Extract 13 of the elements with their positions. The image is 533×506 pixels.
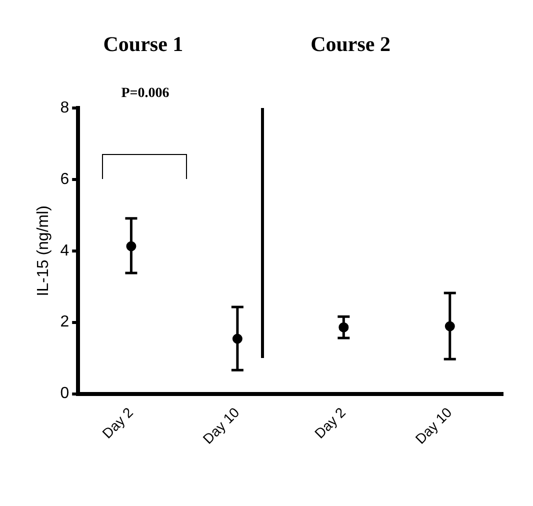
text: Course 1 — [103, 32, 184, 57]
x-tick-label: Day 10 — [412, 404, 455, 447]
y-tick-label: 2 — [60, 314, 70, 331]
y-tick-label: 4 — [60, 242, 70, 260]
y-tick-label: 0 — [60, 385, 70, 402]
text: Course 2 — [310, 32, 391, 57]
text: P=0.006 — [121, 86, 170, 102]
y-tick-label: 8 — [60, 99, 70, 116]
x-tick-label: Day 2 — [311, 404, 349, 442]
y-tick-label: 6 — [60, 170, 70, 188]
y-axis-title: IL-15 (ng/ml) — [35, 206, 52, 296]
x-tick-label: Day 2 — [98, 404, 136, 442]
x-tick-label: Day 10 — [200, 404, 242, 447]
